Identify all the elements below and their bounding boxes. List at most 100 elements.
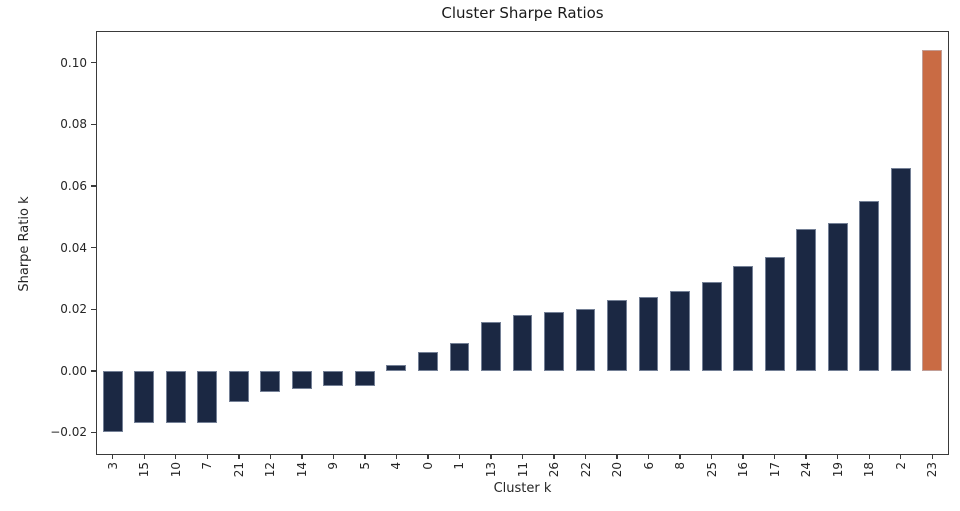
x-tick-mark [238,454,240,459]
x-tick-label-9: 9 [326,462,341,470]
x-tick-mark [773,454,776,459]
x-tick-label-18: 18 [862,462,877,478]
x-tick-mark [332,454,335,459]
y-axis-label: Sharpe Ratio k [17,196,32,292]
x-tick-mark [521,454,524,459]
bar-cluster-5 [354,370,375,387]
x-tick-label-16: 16 [736,462,751,478]
bar-cluster-23 [922,50,943,371]
x-tick-mark [710,454,713,459]
x-tick-mark [427,454,429,459]
bar-cluster-10 [165,370,186,424]
bar-cluster-16 [733,266,754,371]
bar-cluster-14 [291,370,312,390]
bar-cluster-21 [228,370,249,402]
x-tick-label-17: 17 [767,462,782,478]
y-tick-mark [91,123,96,126]
y-tick-mark [91,431,96,434]
y-tick-label: 0.00 [60,363,87,378]
x-tick-label-13: 13 [483,462,498,478]
chart-title: Cluster Sharpe Ratios [441,4,604,22]
bar-cluster-0 [418,352,438,371]
x-tick-mark [206,454,208,459]
bar-cluster-20 [607,299,627,371]
bar-cluster-18 [859,201,880,371]
bar-cluster-22 [575,309,596,371]
bar-cluster-2 [890,167,911,371]
x-tick-mark [647,454,650,459]
x-tick-label-26: 26 [547,462,562,478]
x-tick-mark [584,454,587,459]
y-tick-mark [91,185,96,187]
x-tick-label-10: 10 [168,462,183,478]
bar-cluster-11 [512,315,533,371]
y-tick-label: 0.10 [60,55,87,70]
y-tick-label: 0.02 [60,302,87,317]
x-tick-label-12: 12 [263,462,278,478]
bar-cluster-13 [481,321,501,371]
x-tick-mark [490,454,492,459]
y-tick-mark [91,370,96,372]
x-tick-mark [931,454,933,459]
plot-area: 0.10 0.08 0.06 0.04 0.02 0.00 −0.02 3 15 10 7 21 12 1… [50,31,949,477]
bar-cluster-26 [544,312,564,371]
x-tick-label-24: 24 [799,462,814,478]
x-axis-label: Cluster k [493,481,552,496]
x-tick-mark [679,454,681,459]
x-tick-label-4: 4 [389,462,404,470]
x-tick-label-7: 7 [200,462,215,470]
x-tick-mark [301,454,303,459]
x-tick-mark [364,454,366,459]
y-tick-label: 0.06 [60,179,87,193]
bar-cluster-8 [670,290,690,371]
x-tick-label-6: 6 [641,462,656,470]
bar-cluster-1 [449,343,470,371]
x-tick-label-8: 8 [673,462,688,470]
x-tick-mark [900,454,902,459]
x-tick-label-22: 22 [578,462,593,478]
x-tick-label-19: 19 [830,462,845,478]
y-tick-mark [91,62,96,64]
bar-cluster-3 [102,370,123,433]
x-tick-label-20: 20 [610,462,625,478]
bar-cluster-7 [197,370,218,424]
x-tick-mark [395,454,398,459]
bar-cluster-12 [260,370,281,393]
x-tick-label-21: 21 [231,462,246,478]
x-tick-label-15: 15 [137,462,152,478]
x-tick-label-5: 5 [357,462,372,470]
x-tick-mark [553,454,555,459]
y-tick-mark [91,308,96,310]
bar-cluster-19 [827,222,848,371]
x-tick-mark [175,454,177,459]
bar-cluster-24 [796,229,817,371]
bar-cluster-15 [134,370,155,424]
x-tick-mark [836,454,839,459]
x-tick-mark [112,454,114,459]
bar-cluster-25 [701,281,722,371]
x-tick-label-14: 14 [294,462,309,478]
y-tick-label: 0.04 [60,240,87,255]
y-tick-label: 0.08 [60,117,87,132]
y-tick-mark [91,246,96,249]
x-tick-label-2: 2 [893,462,908,470]
x-tick-mark [269,454,272,459]
x-tick-mark [868,454,870,459]
bar-cluster-4 [386,364,407,371]
x-tick-label-3: 3 [105,462,120,470]
x-tick-mark [616,454,618,459]
x-tick-mark [458,454,461,459]
x-tick-label-25: 25 [704,462,719,478]
x-tick-label-0: 0 [420,462,435,470]
x-tick-label-23: 23 [925,462,940,478]
x-tick-mark [143,454,145,459]
x-tick-mark [805,454,807,459]
x-tick-mark [742,454,744,459]
x-tick-label-1: 1 [452,462,467,470]
bar-cluster-17 [764,256,785,371]
x-tick-label-11: 11 [515,462,530,478]
y-tick-label: −0.02 [50,425,87,440]
bar-cluster-9 [323,370,344,387]
bar-cluster-6 [638,296,659,371]
